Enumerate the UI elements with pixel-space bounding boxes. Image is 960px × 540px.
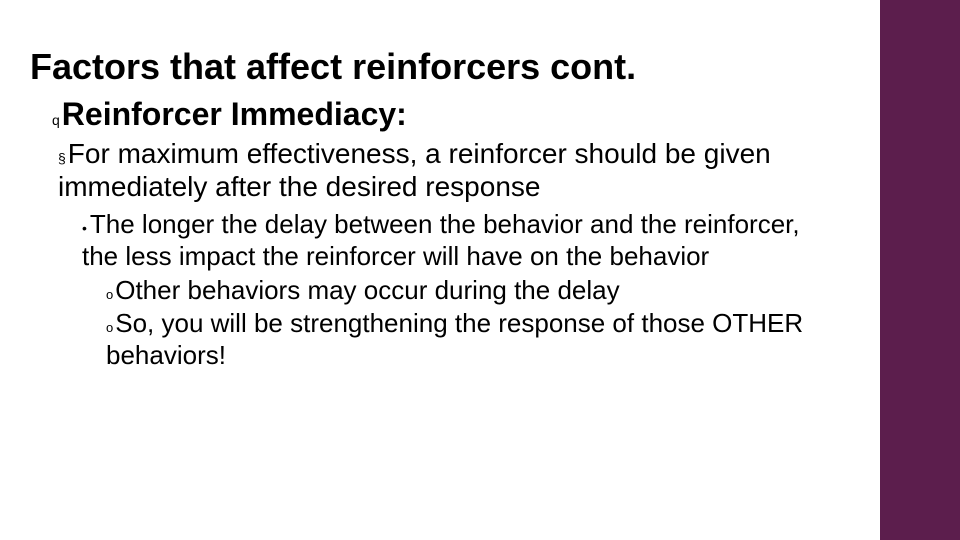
body-text: So, you will be strengthening the respon…: [106, 308, 803, 370]
section-bullet-icon: §: [58, 150, 66, 166]
body-text: Other behaviors may occur during the del…: [115, 275, 619, 305]
bullet-level-4: oSo, you will be strengthening the respo…: [106, 308, 840, 371]
bullet-level-4: oOther behaviors may occur during the de…: [106, 275, 840, 307]
circle-bullet-icon: o: [106, 320, 113, 335]
body-text: For maximum effectiveness, a reinforcer …: [58, 138, 771, 202]
slide-content: Factors that affect reinforcers cont. qR…: [0, 0, 870, 392]
bullet-level-3: •The longer the delay between the behavi…: [82, 209, 840, 272]
accent-sidebar: [880, 0, 960, 540]
bullet-level-1: qReinforcer Immediacy:: [52, 96, 840, 133]
slide-title: Factors that affect reinforcers cont.: [30, 46, 840, 88]
circle-bullet-icon: o: [106, 287, 113, 302]
body-text: The longer the delay between the behavio…: [82, 209, 800, 271]
heading-text: Reinforcer Immediacy:: [62, 96, 407, 132]
dot-bullet-icon: •: [82, 220, 87, 236]
square-bullet-icon: q: [52, 112, 60, 128]
bullet-level-2: §For maximum effectiveness, a reinforcer…: [58, 137, 840, 203]
